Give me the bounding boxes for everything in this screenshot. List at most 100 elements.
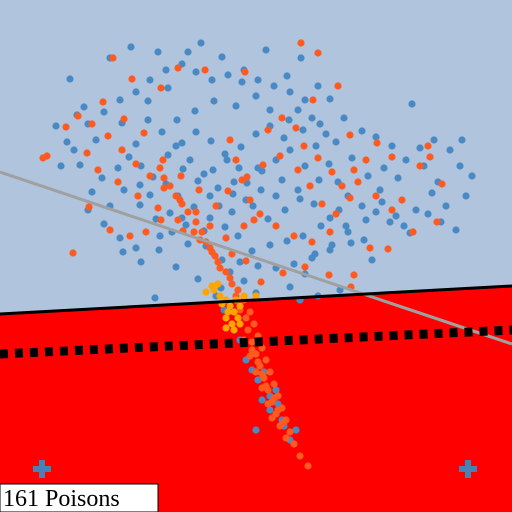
series-1-point-7	[314, 49, 322, 57]
series-1-point-26	[228, 250, 236, 258]
series-0-point-101	[249, 202, 257, 210]
series-1-point-121	[280, 418, 288, 426]
series-0-point-41	[137, 258, 145, 266]
gray-reference-line	[0, 170, 512, 346]
series-0-point-109	[194, 177, 202, 185]
series-0-point-186	[358, 202, 366, 210]
series-2-point-10	[240, 292, 248, 300]
series-1-point-152	[314, 154, 322, 162]
series-1-point-15	[433, 218, 441, 226]
series-0-point-13	[314, 82, 322, 90]
series-1-point-10	[346, 131, 354, 139]
series-1-point-76	[104, 132, 112, 140]
series-2-point-12	[224, 308, 232, 316]
series-1-point-18	[366, 244, 374, 252]
series-0-point-14	[326, 95, 334, 103]
series-1-point-57	[372, 192, 380, 200]
series-1-point-147	[250, 216, 258, 224]
series-1-point-103	[304, 462, 312, 470]
series-0-point-111	[223, 156, 231, 164]
series-0-point-58	[232, 102, 240, 110]
series-0-point-115	[280, 134, 288, 142]
series-1-point-11	[373, 139, 381, 147]
series-0-point-126	[172, 142, 180, 150]
series-1-point-83	[174, 216, 182, 224]
series-1-point-55	[346, 194, 354, 202]
series-0-point-55	[173, 116, 181, 124]
series-0-point-119	[272, 192, 280, 200]
series-1-point-17	[384, 245, 392, 253]
series-1-point-123	[246, 352, 254, 360]
series-1-point-6	[297, 39, 305, 47]
series-1-point-101	[290, 440, 298, 448]
series-0-point-144	[376, 186, 384, 194]
series-0-point-60	[266, 106, 274, 114]
series-1-point-43	[159, 156, 167, 164]
series-1-point-54	[332, 210, 340, 218]
series-1-point-151	[300, 142, 308, 150]
series-1-point-113	[282, 434, 290, 442]
series-0-point-198	[266, 406, 274, 414]
poison-count-label: 161 Poisons	[3, 486, 120, 512]
series-0-point-81	[125, 153, 133, 161]
series-0-point-193	[446, 146, 454, 154]
series-1-point-102	[296, 452, 304, 460]
series-1-point-130	[228, 280, 236, 288]
series-1-point-50	[276, 152, 284, 160]
series-0-point-63	[312, 142, 320, 150]
series-0-point-157	[286, 88, 294, 96]
series-0-point-196	[252, 426, 260, 434]
series-1-point-117	[258, 370, 266, 378]
series-0-point-56	[191, 107, 199, 115]
series-0-point-113	[252, 130, 260, 138]
series-1-point-14	[426, 153, 434, 161]
series-1-point-66	[256, 210, 264, 218]
series-0-point-185	[342, 222, 350, 230]
series-1-point-124	[252, 368, 260, 376]
series-1-point-40	[99, 98, 107, 106]
series-1-point-155	[350, 166, 358, 174]
series-1-point-137	[184, 208, 192, 216]
series-1-point-63	[308, 238, 316, 246]
series-1-point-149	[278, 114, 286, 122]
series-1-point-52	[306, 182, 314, 190]
series-0-point-149	[442, 202, 450, 210]
series-0-point-8	[218, 53, 226, 61]
series-1-point-34	[85, 203, 93, 211]
series-1-point-142	[156, 164, 164, 172]
series-0-point-64	[325, 160, 333, 168]
series-1-point-3	[174, 64, 182, 72]
series-0-point-72	[248, 247, 256, 255]
plus-markers-layer	[33, 460, 477, 478]
series-2-point-2	[216, 292, 224, 300]
series-1-point-96	[270, 380, 278, 388]
series-0-point-61	[285, 116, 293, 124]
series-0-point-29	[347, 239, 355, 247]
series-1-point-82	[154, 204, 162, 212]
series-0-point-174	[116, 234, 124, 242]
series-1-point-154	[338, 182, 346, 190]
series-1-point-88	[234, 286, 242, 294]
series-0-point-168	[116, 96, 124, 104]
series-0-point-18	[388, 142, 396, 150]
series-1-point-133	[208, 248, 216, 256]
series-0-point-165	[162, 66, 170, 74]
solid-decision-boundary	[0, 284, 512, 316]
series-0-point-195	[468, 172, 476, 180]
series-1-point-33	[106, 226, 114, 234]
series-0-point-154	[332, 138, 340, 146]
series-0-point-43	[119, 248, 127, 256]
series-1-point-22	[301, 263, 309, 271]
series-0-point-140	[326, 246, 334, 254]
series-0-point-120	[257, 186, 265, 194]
series-0-point-188	[386, 218, 394, 226]
series-1-point-42	[140, 129, 148, 137]
series-0-point-6	[184, 48, 192, 56]
series-1-point-75	[118, 146, 126, 154]
dotted-decision-boundary	[0, 325, 512, 359]
series-1-point-65	[272, 222, 280, 230]
series-0-point-118	[322, 130, 330, 138]
series-0-point-189	[400, 222, 408, 230]
series-0-point-150	[452, 226, 460, 234]
